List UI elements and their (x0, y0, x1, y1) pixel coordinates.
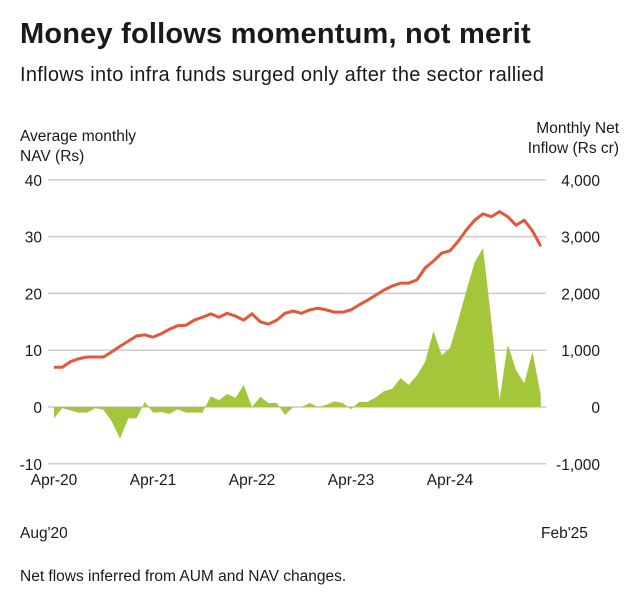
left-tick-label: 40 (25, 173, 43, 190)
left-tick-label: 10 (25, 343, 43, 360)
left-tick-label: 20 (25, 286, 43, 303)
left-axis-label: Average monthly NAV (Rs) (20, 128, 137, 165)
x-tick-label: Apr-20 (31, 472, 78, 489)
footnote: Net flows inferred from AUM and NAV chan… (20, 568, 347, 585)
x-tick-label: Apr-21 (130, 472, 177, 489)
right-tick-label: 3,000 (561, 230, 600, 247)
inflow-area (54, 247, 541, 439)
x-tick-label: Apr-23 (328, 472, 375, 489)
left-tick-label: -10 (20, 457, 43, 474)
right-tick-label: 0 (591, 400, 600, 417)
right-axis-label: Monthly Net Inflow (Rs cr) (527, 120, 619, 157)
x-tick-label: Apr-22 (229, 472, 276, 489)
right-tick-label: 4,000 (561, 173, 600, 190)
right-tick-label: 1,000 (561, 343, 600, 360)
left-tick-label: 30 (25, 230, 43, 247)
nav-line (54, 210, 543, 369)
right-tick-label: -1,000 (556, 457, 600, 474)
chart-title: Money follows momentum, not merit (20, 18, 531, 50)
end-annotation: Feb'25 (541, 525, 588, 542)
chart-subtitle: Inflows into infra funds surged only aft… (20, 64, 545, 86)
right-tick-label: 2,000 (561, 286, 600, 303)
x-tick-label: Apr-24 (427, 472, 474, 489)
left-tick-label: 0 (33, 400, 42, 417)
start-annotation: Aug'20 (20, 525, 68, 542)
